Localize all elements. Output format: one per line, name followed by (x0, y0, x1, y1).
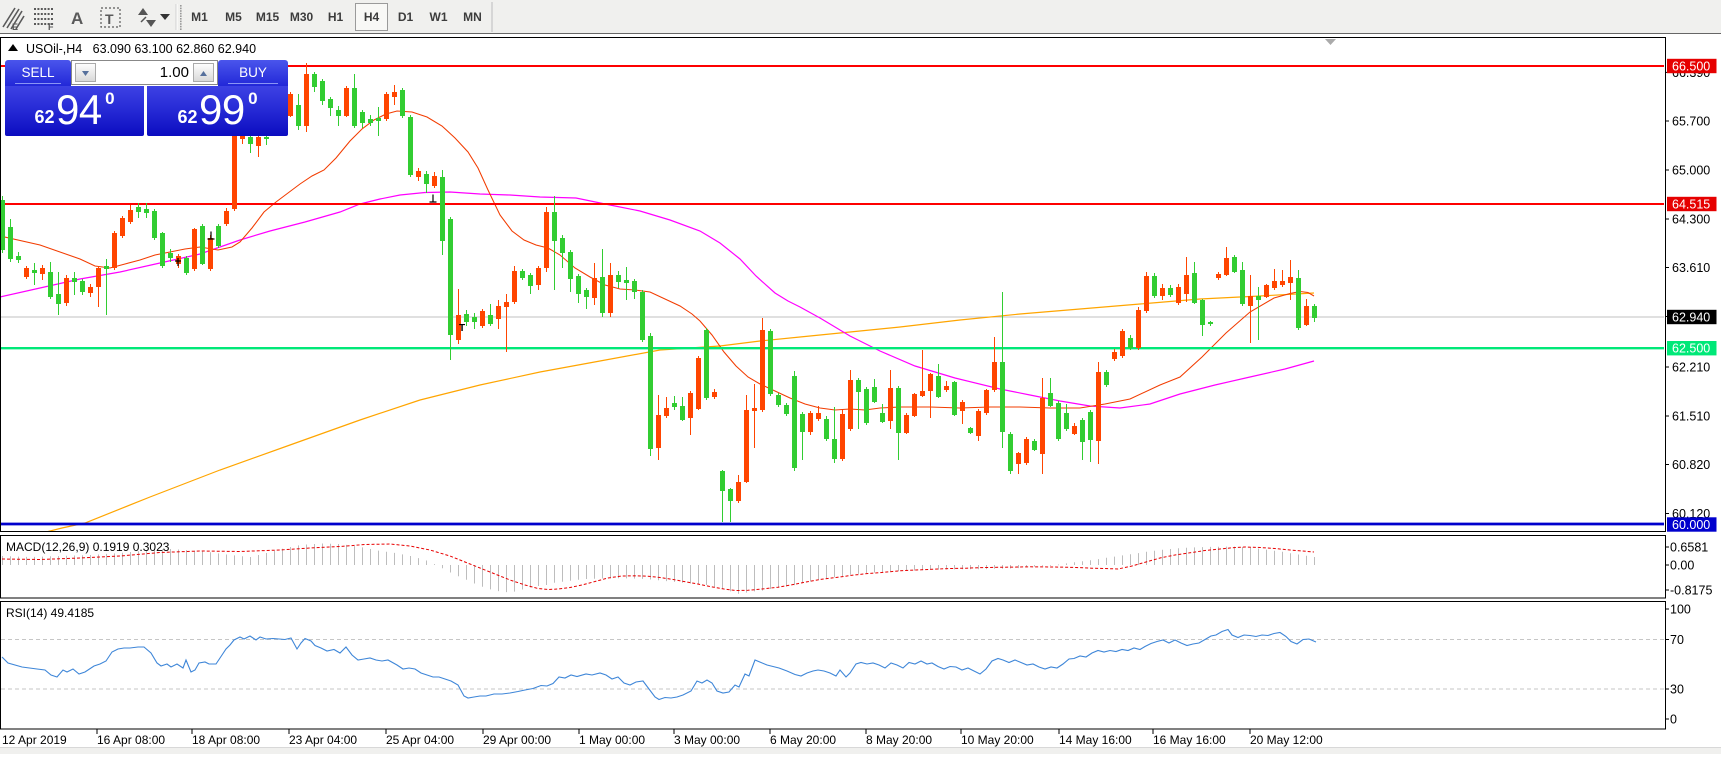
svg-text:3 May 00:00: 3 May 00:00 (674, 733, 740, 747)
svg-text:65.700: 65.700 (1672, 115, 1710, 129)
svg-text:60.000: 60.000 (1672, 518, 1710, 532)
svg-text:62.500: 62.500 (1672, 342, 1710, 356)
svg-text:18 Apr 08:00: 18 Apr 08:00 (192, 733, 260, 747)
svg-text:20 May 12:00: 20 May 12:00 (1250, 733, 1323, 747)
svg-text:63.610: 63.610 (1672, 261, 1710, 275)
svg-text:64.300: 64.300 (1672, 213, 1710, 227)
svg-text:66.500: 66.500 (1672, 60, 1710, 74)
svg-text:65.000: 65.000 (1672, 164, 1710, 178)
svg-text:62.940: 62.940 (1672, 311, 1710, 325)
svg-text:8 May 20:00: 8 May 20:00 (866, 733, 932, 747)
svg-text:RSI(14) 49.4185: RSI(14) 49.4185 (6, 606, 94, 620)
svg-text:16 May 16:00: 16 May 16:00 (1153, 733, 1226, 747)
svg-text:25 Apr 04:00: 25 Apr 04:00 (386, 733, 454, 747)
svg-text:E: E (12, 22, 18, 32)
svg-text:USOil-,H4 63.090 63.100 62.8: USOil-,H4 63.090 63.100 62.860 62.940 (26, 42, 256, 56)
svg-text:12 Apr 2019: 12 Apr 2019 (2, 733, 67, 747)
svg-text:30: 30 (1670, 683, 1684, 697)
svg-text:14 May 16:00: 14 May 16:00 (1059, 733, 1132, 747)
svg-text:10 May 20:00: 10 May 20:00 (961, 733, 1034, 747)
svg-text:A: A (71, 9, 83, 28)
svg-text:0: 0 (1670, 713, 1677, 727)
svg-text:62.210: 62.210 (1672, 361, 1710, 375)
svg-text:6 May 20:00: 6 May 20:00 (770, 733, 836, 747)
svg-text:-0.8175: -0.8175 (1670, 584, 1712, 598)
svg-text:0.00: 0.00 (1670, 559, 1694, 573)
svg-text:29 Apr 00:00: 29 Apr 00:00 (483, 733, 551, 747)
svg-text:60.820: 60.820 (1672, 458, 1710, 472)
svg-text:23 Apr 04:00: 23 Apr 04:00 (289, 733, 357, 747)
svg-text:1 May 00:00: 1 May 00:00 (579, 733, 645, 747)
svg-text:64.515: 64.515 (1672, 198, 1710, 212)
svg-text:MACD(12,26,9) 0.1919 0.3023: MACD(12,26,9) 0.1919 0.3023 (6, 540, 170, 554)
svg-text:70: 70 (1670, 633, 1684, 647)
svg-text:T: T (105, 11, 114, 27)
svg-text:F: F (48, 22, 54, 32)
svg-text:0.6581: 0.6581 (1670, 541, 1708, 555)
svg-text:16 Apr 08:00: 16 Apr 08:00 (97, 733, 165, 747)
svg-text:61.510: 61.510 (1672, 410, 1710, 424)
svg-text:100: 100 (1670, 603, 1691, 617)
svg-text:T: T (459, 323, 465, 334)
